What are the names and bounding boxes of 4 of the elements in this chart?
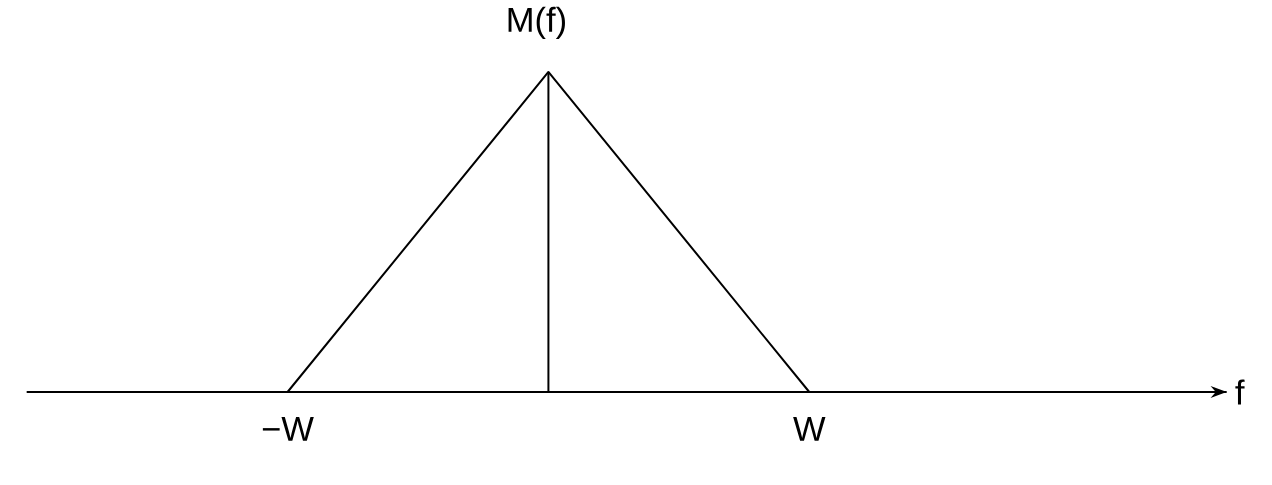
y-axis-title: M(f)	[508, 6, 565, 39]
x-tick-label: W	[793, 416, 826, 441]
text: f	[1235, 379, 1245, 405]
x-tick-label: −W	[262, 416, 314, 441]
